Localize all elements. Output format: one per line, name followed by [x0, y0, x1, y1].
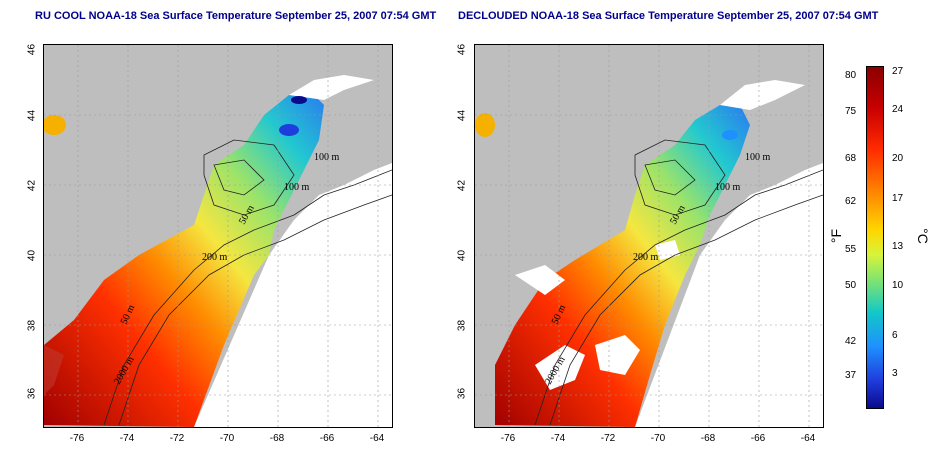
- x-tick-label: -68: [700, 433, 716, 444]
- y-tick-label: 38: [456, 319, 468, 332]
- x-tick-label: -76: [69, 433, 85, 444]
- contour-label: 100 m: [284, 182, 310, 193]
- f-label: 80: [845, 70, 857, 81]
- raw-sst-map: 100 m 100 m 50 m 200 m 50 m 2000 m: [43, 44, 393, 428]
- grid-lines: [475, 45, 823, 427]
- contour-label: 100 m: [314, 152, 340, 163]
- y-tick-label: 44: [26, 109, 38, 122]
- f-label: 50: [845, 280, 857, 291]
- x-tick-label: -64: [800, 433, 816, 444]
- y-tick-label: 36: [26, 387, 38, 400]
- x-tick-label: -64: [369, 433, 385, 444]
- left-map-title: RU COOL NOAA-18 Sea Surface Temperature …: [35, 10, 437, 22]
- declouded-sst-map: 100 m 100 m 50 m 200 m 50 m 2000 m: [474, 44, 824, 428]
- contour-label: 100 m: [715, 182, 741, 193]
- fahrenheit-unit-label: °F: [828, 228, 845, 244]
- c-label: 6: [892, 330, 898, 341]
- y-tick-label: 46: [456, 43, 468, 56]
- c-label: 17: [892, 193, 904, 204]
- grid-lines: [44, 45, 392, 427]
- sst-swath: [44, 90, 324, 427]
- x-tick-label: -70: [650, 433, 666, 444]
- contour-label: 200 m: [202, 252, 228, 263]
- y-tick-label: 40: [26, 249, 38, 262]
- y-tick-label: 42: [26, 179, 38, 192]
- c-label: 10: [892, 280, 904, 291]
- x-tick-label: -72: [600, 433, 616, 444]
- f-label: 55: [845, 244, 857, 255]
- contour-label: 200 m: [633, 252, 659, 263]
- x-tick-label: -66: [750, 433, 766, 444]
- contour-label: 100 m: [745, 152, 771, 163]
- f-label: 68: [845, 153, 857, 164]
- f-label: 37: [845, 370, 857, 381]
- f-label: 62: [845, 196, 857, 207]
- y-tick-label: 46: [26, 43, 38, 56]
- x-tick-label: -72: [169, 433, 185, 444]
- y-tick-label: 42: [456, 179, 468, 192]
- x-tick-label: -68: [269, 433, 285, 444]
- c-label: 13: [892, 241, 904, 252]
- celsius-unit-label: °C: [914, 228, 931, 244]
- c-label: 3: [892, 368, 898, 379]
- f-label: 42: [845, 336, 857, 347]
- y-tick-label: 44: [456, 109, 468, 122]
- y-tick-label: 40: [456, 249, 468, 262]
- y-tick-label: 38: [26, 319, 38, 332]
- c-label: 24: [892, 104, 904, 115]
- no-data-region: [194, 163, 392, 427]
- c-label: 27: [892, 66, 904, 77]
- right-map-title: DECLOUDED NOAA-18 Sea Surface Temperatur…: [458, 10, 879, 22]
- x-tick-label: -66: [319, 433, 335, 444]
- temperature-colorbar: [866, 66, 884, 409]
- x-tick-label: -74: [550, 433, 566, 444]
- no-data-region: [635, 163, 823, 427]
- y-tick-label: 36: [456, 387, 468, 400]
- f-label: 75: [845, 106, 857, 117]
- x-tick-label: -70: [219, 433, 235, 444]
- x-tick-label: -76: [500, 433, 516, 444]
- x-tick-label: -74: [119, 433, 135, 444]
- c-label: 20: [892, 153, 904, 164]
